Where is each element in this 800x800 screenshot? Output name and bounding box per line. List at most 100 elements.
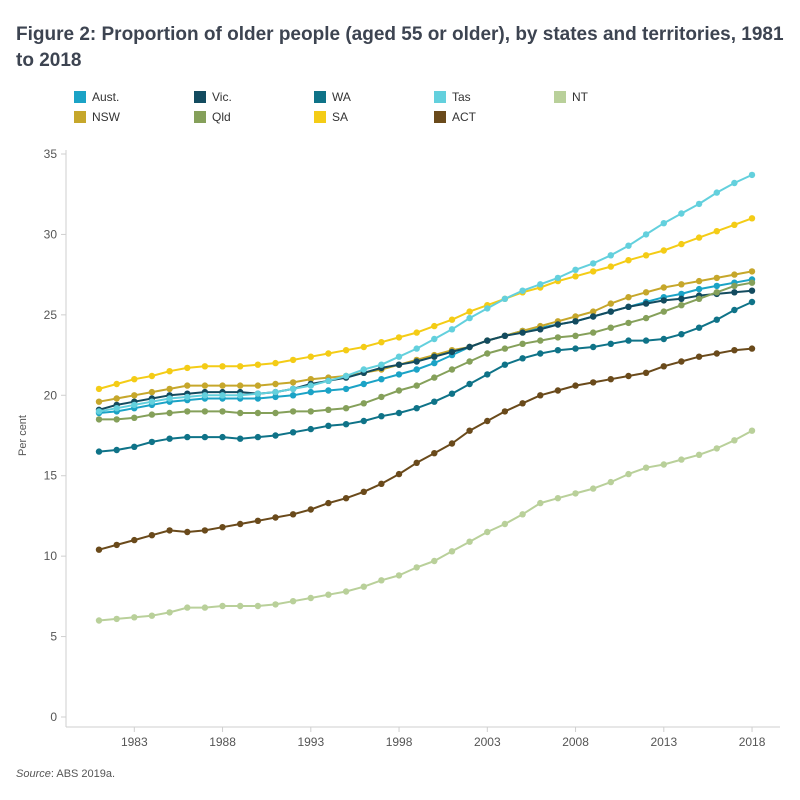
data-point[interactable] — [342, 421, 350, 428]
data-point[interactable] — [413, 405, 420, 412]
data-point[interactable] — [395, 572, 403, 579]
data-point[interactable] — [590, 329, 597, 336]
data-point[interactable] — [678, 295, 685, 302]
data-point[interactable] — [219, 408, 226, 415]
data-point[interactable] — [554, 321, 562, 328]
data-point[interactable] — [131, 392, 138, 399]
data-point[interactable] — [678, 240, 685, 248]
data-point[interactable] — [289, 408, 297, 415]
data-point[interactable] — [184, 364, 191, 372]
data-point[interactable] — [519, 511, 526, 518]
data-point[interactable] — [607, 324, 614, 331]
data-point[interactable] — [378, 393, 385, 401]
legend-item[interactable]: NT — [554, 90, 674, 104]
data-point[interactable] — [378, 413, 385, 420]
data-point[interactable] — [642, 337, 650, 344]
data-point[interactable] — [289, 356, 297, 364]
data-point[interactable] — [695, 451, 703, 458]
data-point[interactable] — [678, 358, 685, 365]
data-point[interactable] — [201, 363, 209, 370]
data-point[interactable] — [625, 257, 632, 264]
data-point[interactable] — [113, 380, 120, 388]
data-point[interactable] — [731, 437, 738, 444]
data-point[interactable] — [113, 446, 120, 454]
data-point[interactable] — [431, 398, 438, 405]
data-point[interactable] — [466, 308, 473, 315]
data-point[interactable] — [131, 414, 138, 421]
data-point[interactable] — [625, 470, 632, 478]
data-point[interactable] — [272, 380, 279, 388]
data-point[interactable] — [166, 435, 173, 442]
data-point[interactable] — [289, 511, 297, 518]
data-point[interactable] — [237, 363, 244, 370]
data-point[interactable] — [254, 382, 262, 389]
data-point[interactable] — [660, 297, 667, 304]
data-point[interactable] — [731, 271, 738, 278]
data-point[interactable] — [695, 234, 703, 241]
data-point[interactable] — [642, 231, 650, 238]
data-point[interactable] — [307, 353, 314, 360]
data-point[interactable] — [713, 289, 720, 296]
data-point[interactable] — [713, 350, 720, 357]
data-point[interactable] — [448, 548, 456, 555]
data-point[interactable] — [537, 499, 544, 507]
data-point[interactable] — [448, 348, 456, 356]
data-point[interactable] — [519, 340, 526, 347]
data-point[interactable] — [695, 353, 703, 360]
data-point[interactable] — [360, 380, 367, 388]
data-point[interactable] — [166, 385, 173, 393]
data-point[interactable] — [625, 372, 632, 380]
data-point[interactable] — [572, 332, 579, 339]
data-point[interactable] — [360, 343, 367, 351]
data-point[interactable] — [537, 337, 544, 344]
data-point[interactable] — [148, 388, 156, 396]
data-point[interactable] — [484, 350, 491, 357]
data-point[interactable] — [148, 398, 156, 405]
data-point[interactable] — [484, 305, 491, 312]
data-point[interactable] — [184, 528, 191, 536]
data-point[interactable] — [342, 405, 350, 412]
data-point[interactable] — [466, 343, 473, 351]
data-point[interactable] — [748, 215, 756, 222]
data-point[interactable] — [731, 282, 738, 290]
legend-item[interactable]: Tas — [434, 90, 554, 104]
data-point[interactable] — [342, 347, 350, 354]
data-point[interactable] — [307, 382, 314, 389]
data-point[interactable] — [554, 387, 562, 394]
data-point[interactable] — [431, 374, 438, 381]
data-point[interactable] — [131, 443, 138, 450]
data-point[interactable] — [342, 385, 350, 393]
data-point[interactable] — [625, 303, 632, 310]
data-point[interactable] — [95, 617, 103, 624]
data-point[interactable] — [360, 400, 367, 407]
data-point[interactable] — [95, 448, 103, 455]
data-point[interactable] — [272, 409, 279, 417]
data-point[interactable] — [501, 345, 509, 352]
data-point[interactable] — [731, 221, 738, 228]
data-point[interactable] — [466, 314, 473, 322]
data-point[interactable] — [554, 334, 562, 341]
data-point[interactable] — [395, 387, 403, 394]
data-point[interactable] — [448, 366, 456, 373]
data-point[interactable] — [748, 171, 756, 179]
data-point[interactable] — [748, 427, 756, 434]
data-point[interactable] — [625, 294, 632, 301]
data-point[interactable] — [695, 324, 703, 331]
data-point[interactable] — [307, 408, 314, 415]
data-point[interactable] — [590, 485, 597, 492]
data-point[interactable] — [590, 268, 597, 275]
data-point[interactable] — [325, 377, 332, 384]
data-point[interactable] — [642, 289, 650, 296]
data-point[interactable] — [660, 247, 667, 254]
data-point[interactable] — [184, 393, 191, 401]
data-point[interactable] — [219, 602, 226, 610]
data-point[interactable] — [272, 514, 279, 521]
data-point[interactable] — [748, 287, 756, 294]
data-point[interactable] — [219, 524, 226, 531]
data-point[interactable] — [678, 290, 685, 298]
data-point[interactable] — [501, 295, 509, 302]
data-point[interactable] — [237, 382, 244, 389]
data-point[interactable] — [254, 433, 262, 441]
data-point[interactable] — [166, 368, 173, 375]
data-point[interactable] — [695, 285, 703, 293]
